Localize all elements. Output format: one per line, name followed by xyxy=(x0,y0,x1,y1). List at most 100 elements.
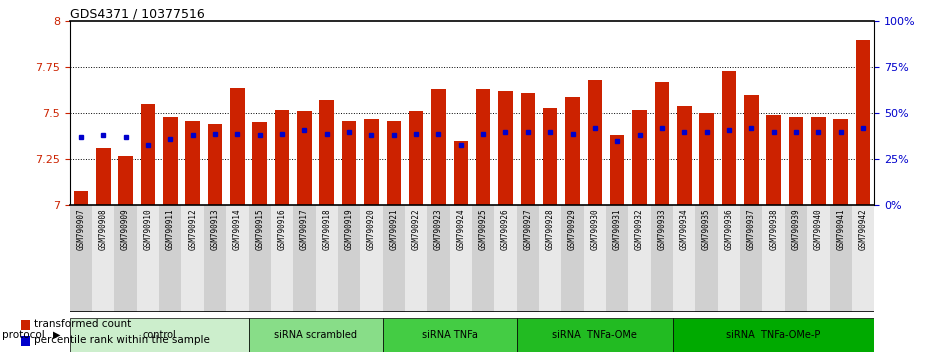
Text: GSM790935: GSM790935 xyxy=(702,209,711,250)
Bar xyxy=(163,117,178,205)
Text: GSM790916: GSM790916 xyxy=(277,209,286,250)
Bar xyxy=(789,117,804,205)
Text: GSM790937: GSM790937 xyxy=(747,209,756,250)
Bar xyxy=(248,318,382,352)
Bar xyxy=(718,205,740,312)
Bar xyxy=(382,318,517,352)
Bar xyxy=(539,205,562,312)
Text: GSM790917: GSM790917 xyxy=(299,209,309,250)
Text: GSM790922: GSM790922 xyxy=(412,209,420,250)
Text: GSM790927: GSM790927 xyxy=(524,209,532,250)
Text: GSM790920: GSM790920 xyxy=(367,209,376,250)
Bar xyxy=(204,205,226,312)
Bar xyxy=(271,205,293,312)
Bar xyxy=(293,205,315,312)
Text: GDS4371 / 10377516: GDS4371 / 10377516 xyxy=(70,7,205,20)
Bar xyxy=(811,117,826,205)
Text: GSM790919: GSM790919 xyxy=(345,209,353,250)
Bar xyxy=(96,148,111,205)
Text: GSM790923: GSM790923 xyxy=(434,209,443,250)
Text: GSM790909: GSM790909 xyxy=(121,209,130,250)
Bar xyxy=(405,205,427,312)
Bar xyxy=(651,205,673,312)
Bar xyxy=(226,205,248,312)
Bar xyxy=(297,112,312,205)
Text: GSM790940: GSM790940 xyxy=(814,209,823,250)
Text: GSM790931: GSM790931 xyxy=(613,209,622,250)
Text: GSM790913: GSM790913 xyxy=(210,209,219,250)
Text: GSM790928: GSM790928 xyxy=(546,209,554,250)
Bar xyxy=(365,119,379,205)
Bar xyxy=(606,205,629,312)
Bar xyxy=(21,336,31,346)
Bar xyxy=(852,205,874,312)
Text: GSM790907: GSM790907 xyxy=(76,209,86,250)
Bar xyxy=(830,205,852,312)
Text: siRNA TNFa: siRNA TNFa xyxy=(421,330,478,339)
Bar xyxy=(137,205,159,312)
Text: GSM790911: GSM790911 xyxy=(166,209,175,250)
Bar xyxy=(114,205,137,312)
Bar xyxy=(629,205,651,312)
Bar xyxy=(315,205,338,312)
Bar xyxy=(833,119,848,205)
Bar xyxy=(230,87,245,205)
Text: GSM790914: GSM790914 xyxy=(232,209,242,250)
Bar xyxy=(274,110,289,205)
Bar xyxy=(118,156,133,205)
Bar xyxy=(766,115,781,205)
Bar xyxy=(140,104,155,205)
Text: GSM790908: GSM790908 xyxy=(99,209,108,250)
Text: GSM790925: GSM790925 xyxy=(479,209,487,250)
Text: control: control xyxy=(142,330,176,339)
Text: protocol: protocol xyxy=(2,330,45,339)
Bar xyxy=(73,190,88,205)
Bar xyxy=(449,205,472,312)
Bar xyxy=(562,205,584,312)
Bar xyxy=(677,106,692,205)
Bar xyxy=(21,320,31,330)
Bar xyxy=(338,205,360,312)
Bar xyxy=(185,121,200,205)
Text: GSM790921: GSM790921 xyxy=(390,209,398,250)
Bar xyxy=(70,205,92,312)
Bar xyxy=(763,205,785,312)
Text: GSM790929: GSM790929 xyxy=(568,209,577,250)
Bar xyxy=(785,205,807,312)
Text: percentile rank within the sample: percentile rank within the sample xyxy=(33,335,210,345)
Bar xyxy=(342,121,356,205)
Text: GSM790924: GSM790924 xyxy=(457,209,465,250)
Bar xyxy=(360,205,382,312)
Text: GSM790941: GSM790941 xyxy=(836,209,845,250)
Bar xyxy=(632,110,647,205)
Text: GSM790933: GSM790933 xyxy=(658,209,667,250)
Bar xyxy=(588,80,602,205)
Bar xyxy=(543,108,557,205)
Text: GSM790938: GSM790938 xyxy=(769,209,778,250)
Bar xyxy=(498,91,512,205)
Text: siRNA  TNFa-OMe: siRNA TNFa-OMe xyxy=(552,330,637,339)
Text: GSM790910: GSM790910 xyxy=(143,209,153,250)
Bar xyxy=(673,318,874,352)
Bar xyxy=(159,205,181,312)
Text: GSM790936: GSM790936 xyxy=(724,209,734,250)
Bar xyxy=(181,205,204,312)
Bar xyxy=(454,141,468,205)
Bar xyxy=(472,205,495,312)
Bar xyxy=(696,205,718,312)
Bar xyxy=(248,205,271,312)
Bar xyxy=(427,205,449,312)
Bar xyxy=(655,82,670,205)
Bar xyxy=(856,40,870,205)
Bar xyxy=(476,89,490,205)
Bar xyxy=(517,318,673,352)
Text: siRNA scrambled: siRNA scrambled xyxy=(274,330,357,339)
Bar xyxy=(207,124,222,205)
Bar xyxy=(584,205,606,312)
Bar xyxy=(382,205,405,312)
Bar xyxy=(92,205,114,312)
Bar xyxy=(699,113,714,205)
Text: siRNA  TNFa-OMe-P: siRNA TNFa-OMe-P xyxy=(726,330,821,339)
Bar xyxy=(740,205,763,312)
Bar xyxy=(387,121,401,205)
